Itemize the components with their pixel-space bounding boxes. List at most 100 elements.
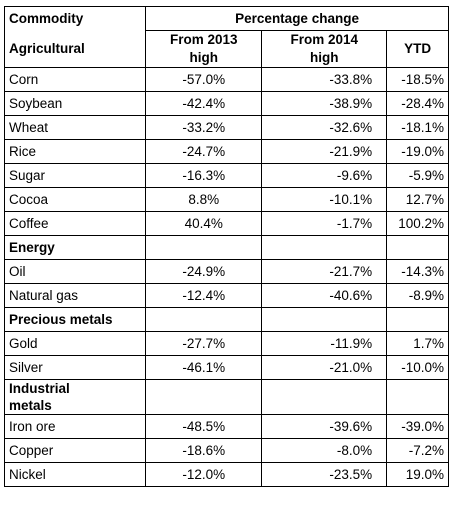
empty-cell [386,379,449,415]
category-row-energy: Energy [3,235,449,260]
col-from-2013-line2: high [189,50,219,65]
value-from-2013: -57.0% [145,67,263,92]
value-from-2014: -21.9% [261,139,388,164]
table-row: Nickel -12.0% -23.5% 19.0% [3,462,449,487]
commodity-name: Silver [3,355,147,380]
value-from-2014: -21.7% [261,259,388,284]
value-ytd: -14.3% [386,259,449,284]
value-ytd: -28.4% [386,91,449,116]
commodity-name: Iron ore [3,414,147,439]
value-from-2013: 40.4% [145,211,263,236]
value-ytd: 100.2% [386,211,449,236]
col-ytd-header: YTD [386,30,449,68]
percentage-change-header: Percentage change [145,6,449,31]
value-ytd: -18.1% [386,115,449,140]
value-ytd: 12.7% [386,187,449,212]
category-industrial-metals: Industrial metals [3,379,147,415]
value-from-2013: -16.3% [145,163,263,188]
value-from-2013: -48.5% [145,414,263,439]
commodity-name: Coffee [3,211,147,236]
empty-cell [261,379,388,415]
value-ytd: -5.9% [386,163,449,188]
value-ytd: -10.0% [386,355,449,380]
category-row-industrial-metals: Industrial metals [3,379,449,415]
table-row: Iron ore -48.5% -39.6% -39.0% [3,414,449,439]
empty-cell [145,235,263,260]
empty-cell [386,235,449,260]
table-row: Coffee 40.4% -1.7% 100.2% [3,211,449,236]
category-energy: Energy [3,235,147,260]
col-from-2014-header: From 2014 high [261,30,388,68]
value-from-2013: -18.6% [145,438,263,463]
value-from-2013: 8.8% [145,187,263,212]
value-from-2013: -12.0% [145,462,263,487]
commodity-name: Copper [3,438,147,463]
commodity-header: Commodity [3,6,147,31]
commodity-name: Soybean [3,91,147,116]
header-row-top: Commodity Percentage change [3,6,449,31]
commodity-name: Corn [3,67,147,92]
value-ytd: 19.0% [386,462,449,487]
empty-cell [145,307,263,332]
table-row: Wheat -33.2% -32.6% -18.1% [3,115,449,140]
value-ytd: 1.7% [386,331,449,356]
value-from-2013: -12.4% [145,283,263,308]
commodity-name: Oil [3,259,147,284]
value-ytd: -18.5% [386,67,449,92]
col-from-2013-line1: From 2013 [169,32,238,47]
category-industrial-line2: metals [9,398,52,413]
value-from-2014: -8.0% [261,438,388,463]
value-from-2014: -9.6% [261,163,388,188]
value-from-2013: -24.9% [145,259,263,284]
table-row: Rice -24.7% -21.9% -19.0% [3,139,449,164]
commodity-name: Cocoa [3,187,147,212]
table-row: Copper -18.6% -8.0% -7.2% [3,438,449,463]
commodity-name: Nickel [3,462,147,487]
value-from-2014: -21.0% [261,355,388,380]
value-from-2013: -46.1% [145,355,263,380]
empty-cell [145,379,263,415]
commodity-name: Rice [3,139,147,164]
value-from-2013: -42.4% [145,91,263,116]
value-from-2013: -33.2% [145,115,263,140]
empty-cell [261,307,388,332]
category-precious-metals: Precious metals [3,307,147,332]
commodity-name: Sugar [3,163,147,188]
table-row: Cocoa 8.8% -10.1% 12.7% [3,187,449,212]
value-from-2014: -38.9% [261,91,388,116]
commodity-name: Natural gas [3,283,147,308]
table-row: Sugar -16.3% -9.6% -5.9% [3,163,449,188]
table-row: Natural gas -12.4% -40.6% -8.9% [3,283,449,308]
commodity-name: Wheat [3,115,147,140]
commodity-table: Commodity Percentage change Agricultural… [3,6,449,487]
table-row: Gold -27.7% -11.9% 1.7% [3,331,449,356]
col-from-2014-line1: From 2014 [290,32,359,47]
empty-cell [261,235,388,260]
table-row: Corn -57.0% -33.8% -18.5% [3,67,449,92]
value-ytd: -7.2% [386,438,449,463]
table-row: Oil -24.9% -21.7% -14.3% [3,259,449,284]
value-from-2014: -32.6% [261,115,388,140]
col-from-2013-header: From 2013 high [145,30,263,68]
value-from-2014: -10.1% [261,187,388,212]
category-row-precious-metals: Precious metals [3,307,449,332]
header-row-columns: Agricultural From 2013 high From 2014 hi… [3,30,449,68]
value-from-2013: -27.7% [145,331,263,356]
value-ytd: -8.9% [386,283,449,308]
value-from-2014: -23.5% [261,462,388,487]
category-agricultural: Agricultural [3,30,147,68]
value-from-2014: -33.8% [261,67,388,92]
commodity-name: Gold [3,331,147,356]
category-industrial-line1: Industrial [9,381,70,396]
col-from-2014-line2: high [310,50,339,65]
empty-cell [386,307,449,332]
value-from-2014: -1.7% [261,211,388,236]
value-from-2014: -39.6% [261,414,388,439]
value-from-2014: -40.6% [261,283,388,308]
value-from-2014: -11.9% [261,331,388,356]
table-row: Soybean -42.4% -38.9% -28.4% [3,91,449,116]
value-from-2013: -24.7% [145,139,263,164]
table-row: Silver -46.1% -21.0% -10.0% [3,355,449,380]
value-ytd: -39.0% [386,414,449,439]
value-ytd: -19.0% [386,139,449,164]
